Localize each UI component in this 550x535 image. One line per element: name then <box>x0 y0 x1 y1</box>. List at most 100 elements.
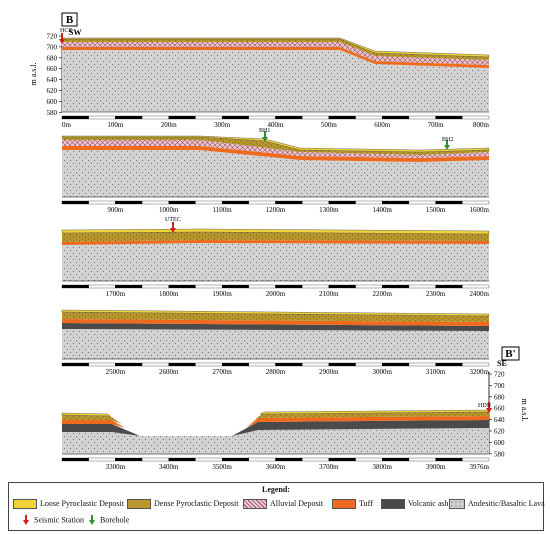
scale-bar-segment <box>221 457 249 462</box>
legend-item-borehole: Borehole <box>87 515 129 526</box>
distance-tick-label: 3200m <box>470 368 490 376</box>
scale-bar-segment <box>435 457 463 462</box>
legend-item-lava: Andesitic/Basaltic Lava <box>449 499 545 510</box>
scale-bar-segment <box>168 457 196 462</box>
scale-bar-segment <box>382 200 410 205</box>
distance-tick-label: 300m <box>214 121 231 129</box>
scale-bar-segment <box>61 200 89 205</box>
yaxis-left-tick-label: 680 <box>47 54 58 62</box>
scale-bar-segment <box>328 115 356 120</box>
panel-2: 900m 1000m 1100m 1200m 1300m 1400m 1500m 1600m … <box>61 128 490 214</box>
distance-tick-label: 3900m <box>426 463 446 471</box>
distance-tick-label: 2600m <box>159 368 179 376</box>
legend-swatch <box>127 499 151 510</box>
yaxis-right-label: m a.s.l. <box>520 398 529 421</box>
distance-tick-label: 500m <box>321 121 338 129</box>
scale-bar-segment <box>61 362 89 367</box>
yaxis-right-tick-label: 600 <box>494 439 505 447</box>
legend-item-dense-pyroclastic: Dense Pyroclastic Deposit <box>127 499 238 510</box>
yaxis-right-tick-label: 580 <box>494 450 505 458</box>
legend-item-loose-pyroclastic: Loose Pyroclastic Deposit <box>13 499 124 510</box>
scale-bar-segment <box>88 284 116 289</box>
distance-tick-label: 1300m <box>319 206 339 214</box>
scale-bar-segment <box>221 115 249 120</box>
scale-bar-segment <box>115 457 143 462</box>
panel-5: 3300m 3400m 3500m 3600m 3700m 3800m 3900m 3976m… <box>61 402 492 471</box>
scale-bar-segment <box>195 362 223 367</box>
distance-tick-label: 2000m <box>266 290 286 298</box>
yaxis-left-label: m a.s.l. <box>29 62 38 85</box>
scale-bar-segment <box>435 362 463 367</box>
scale-bar-segment <box>168 200 196 205</box>
scale-bar-segment <box>61 115 89 120</box>
scale-bar-segment <box>355 284 383 289</box>
distance-tick-label: 2900m <box>319 368 339 376</box>
legend-swatch <box>449 499 465 510</box>
scale-bar-segment <box>195 200 223 205</box>
distance-tick-label: 2800m <box>266 368 286 376</box>
section-start-box <box>61 12 78 27</box>
scale-bar-segment <box>435 284 463 289</box>
borehole-arrow-icon <box>87 515 97 526</box>
distance-tick-label: 3700m <box>319 463 339 471</box>
scale-bar-segment <box>408 362 436 367</box>
section-end-label: B' <box>505 348 515 360</box>
scale-bar-segment <box>115 362 143 367</box>
distance-tick-label: 200m <box>161 121 178 129</box>
distance-tick-label: 700m <box>428 121 445 129</box>
scale-bar-segment <box>462 362 490 367</box>
scale-bar-segment <box>462 457 490 462</box>
scale-bar-segment <box>382 457 410 462</box>
scale-bar-segment <box>462 200 490 205</box>
scale-bar-segment <box>221 362 249 367</box>
scale-bar-segment <box>61 457 89 462</box>
distance-tick-label: 1600m <box>470 206 490 214</box>
scale-bar-segment <box>248 362 276 367</box>
scale-bar-segment <box>355 362 383 367</box>
direction-start-label: SW <box>69 28 81 37</box>
distance-tick-label: 600m <box>374 121 391 129</box>
scale-bar-segment <box>328 457 356 462</box>
scale-bar-segment <box>328 362 356 367</box>
scale-bar-segment <box>141 200 169 205</box>
distance-tick-label: 3600m <box>266 463 286 471</box>
scale-bar-segment <box>195 115 223 120</box>
scale-bar-segment <box>382 115 410 120</box>
distance-tick-label: 2300m <box>426 290 446 298</box>
distance-tick-label: 3976m <box>470 463 490 471</box>
scale-bar-segment <box>408 115 436 120</box>
legend-item-alluvial: Alluvial Deposit <box>243 499 323 510</box>
scale-bar-segment <box>302 362 330 367</box>
scale-bar-segment <box>248 284 276 289</box>
distance-tick-label: 1900m <box>212 290 232 298</box>
scale-bar-segment <box>248 200 276 205</box>
scale-bar-segment <box>408 200 436 205</box>
distance-tick-label: 3500m <box>212 463 232 471</box>
distance-tick-label: 0m <box>62 121 72 129</box>
distance-tick-label: 2500m <box>106 368 126 376</box>
legend-swatch <box>13 499 37 510</box>
scale-bar-segment <box>88 457 116 462</box>
scale-bar-segment <box>168 284 196 289</box>
scale-bar-segment <box>141 457 169 462</box>
direction-end-label: SE <box>497 359 507 368</box>
yaxis-right: 720 700 680 660 640 620 600 580 m a.s.l. <box>488 371 529 458</box>
panel-4: 2500m 2600m 2700m 2800m 2900m 3000m 3100m 3200m <box>61 309 490 376</box>
distance-tick-label: 1200m <box>266 206 286 214</box>
scale-bar-segment <box>168 115 196 120</box>
scale-bar-segment <box>382 362 410 367</box>
distance-tick-label: 1700m <box>106 290 126 298</box>
scale-bar-segment <box>382 284 410 289</box>
yaxis-left-tick-label: 640 <box>47 76 58 84</box>
scale-bar-segment <box>275 457 303 462</box>
yaxis-left-tick-label: 620 <box>47 87 58 95</box>
legend: Legend: Loose Pyroclastic Deposit Dense … <box>8 482 545 531</box>
scale-bar-segment <box>408 284 436 289</box>
yaxis-right-tick-label: 680 <box>494 393 505 401</box>
scale-bar-segment <box>88 115 116 120</box>
scale-bar-segment <box>61 284 89 289</box>
distance-tick-label: 3800m <box>373 463 393 471</box>
scale-bar-segment <box>355 457 383 462</box>
scale-bar-segment <box>248 115 276 120</box>
yaxis-left-tick-label: 580 <box>47 109 58 117</box>
